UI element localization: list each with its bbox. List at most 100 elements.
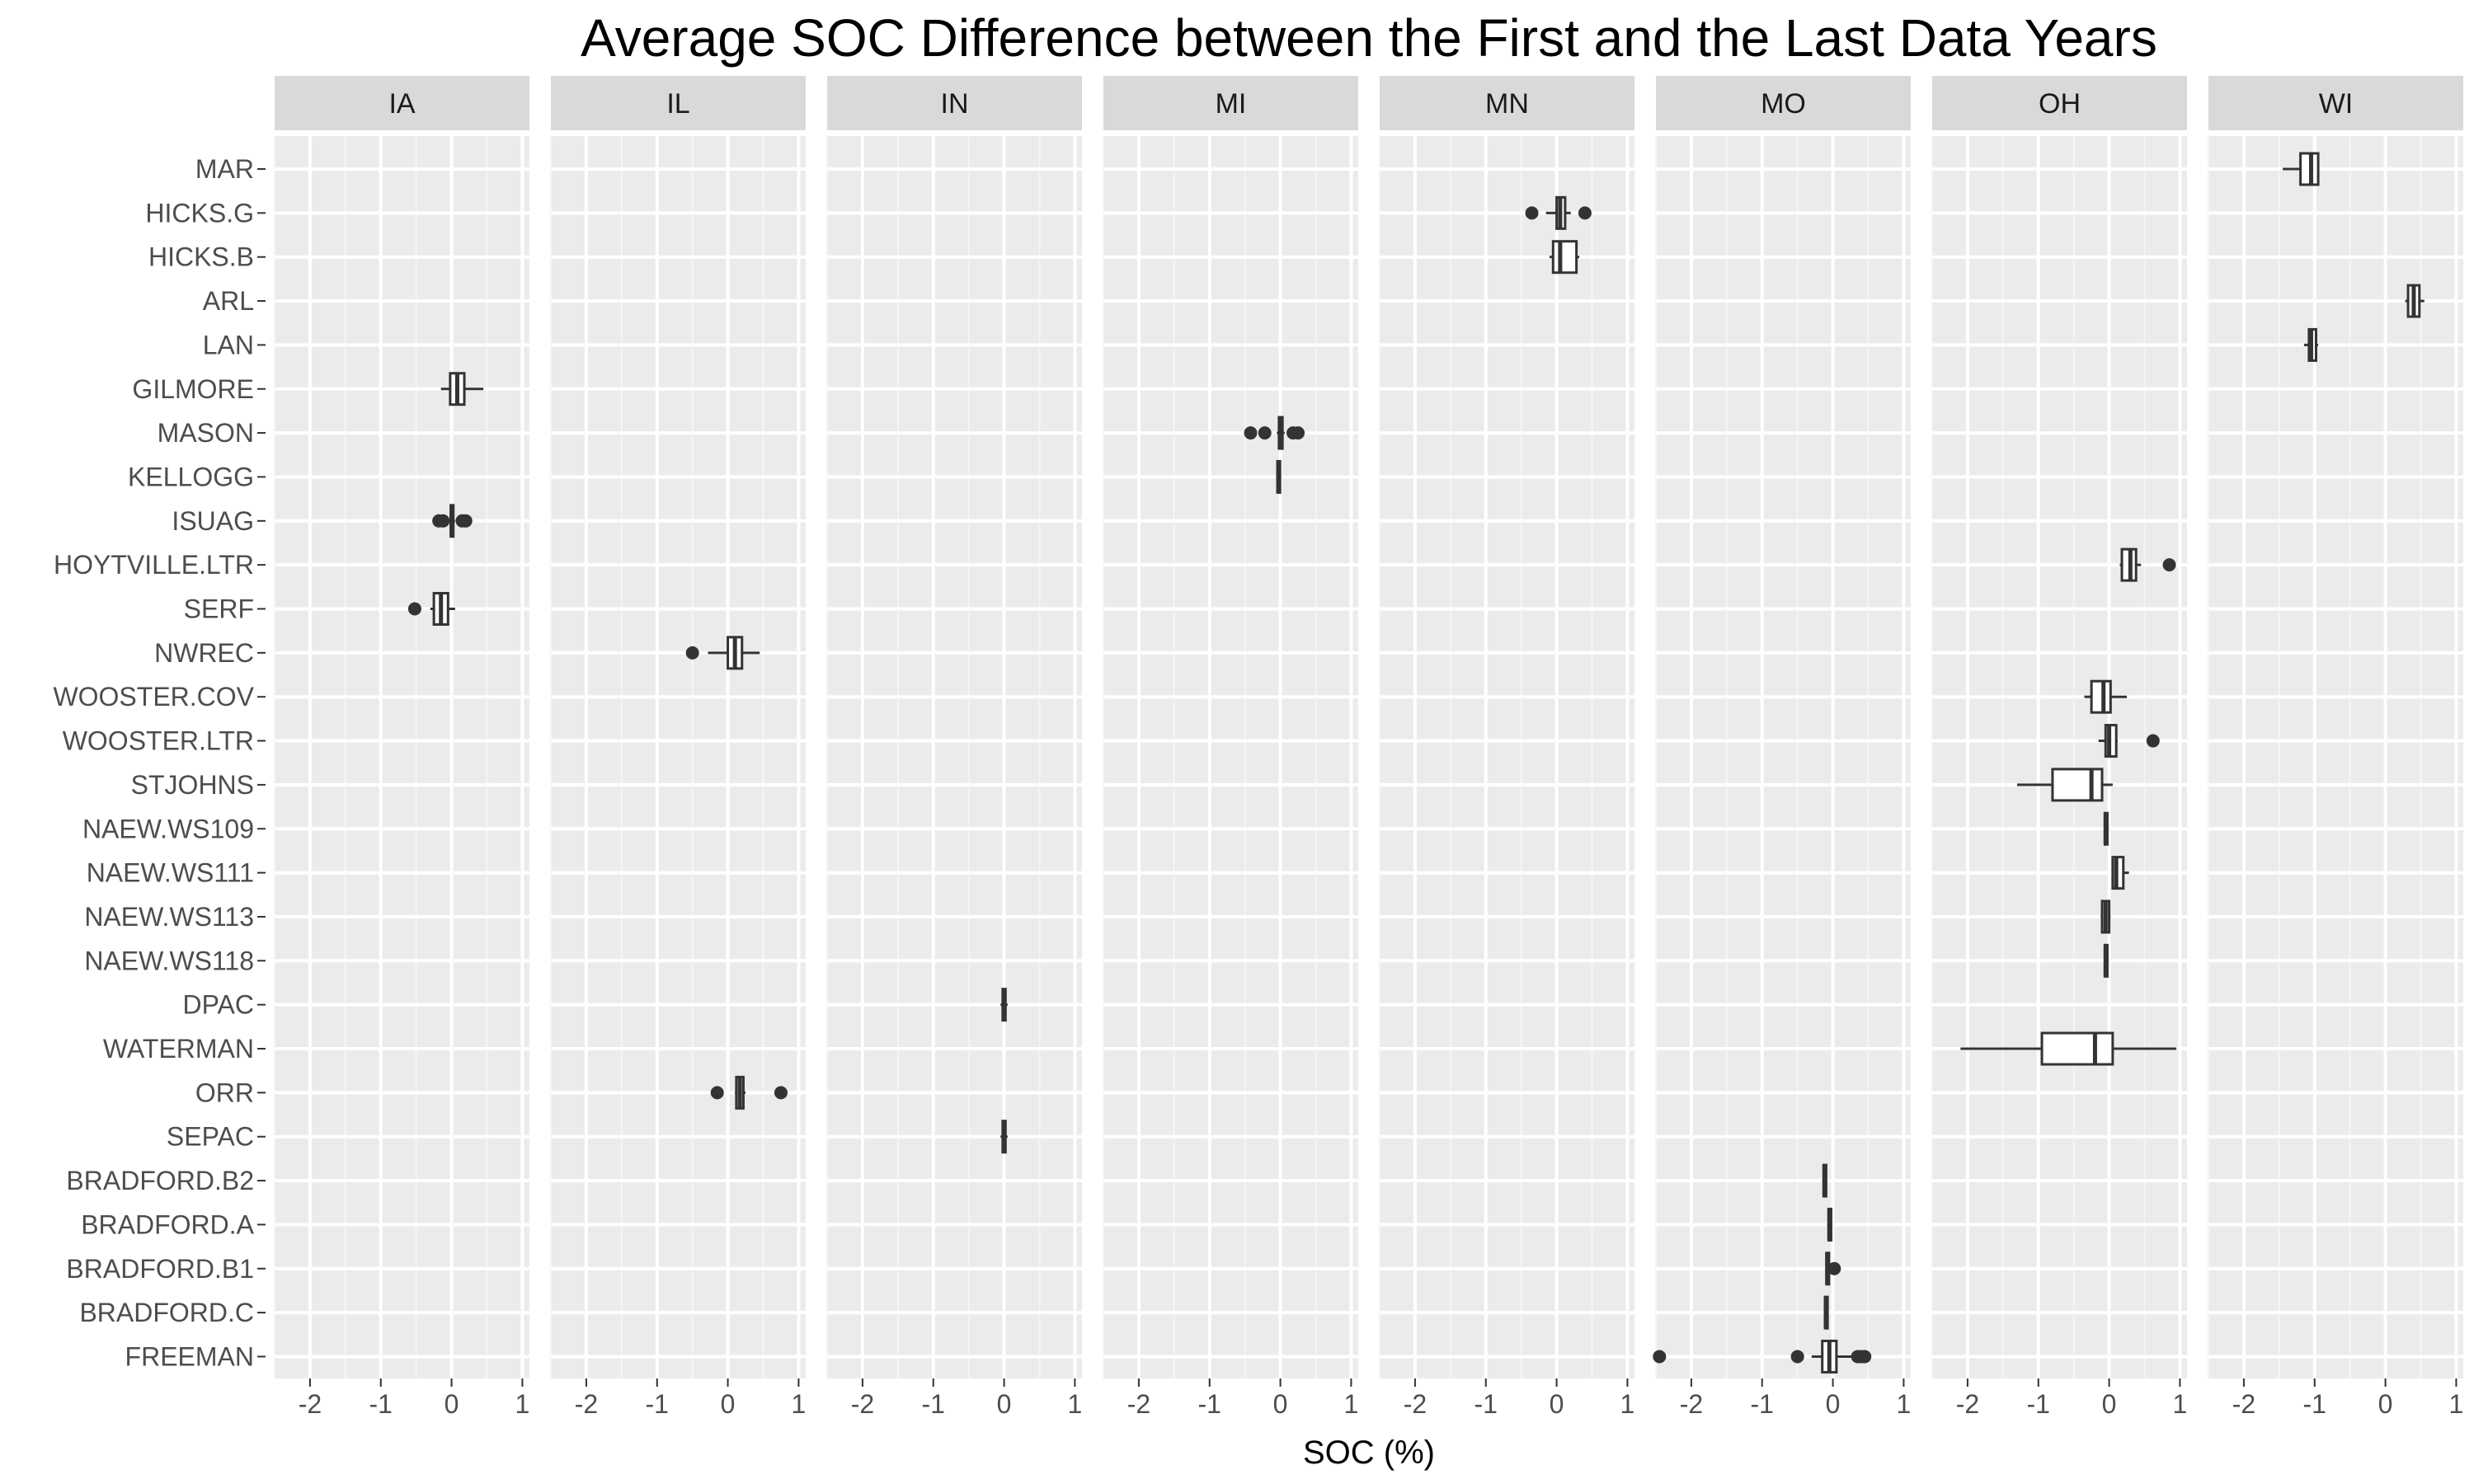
facet-strip-ia <box>275 76 529 130</box>
site-label-hicks-g: HICKS.G <box>145 198 254 228</box>
boxplot-oh-naew-ws109 <box>2103 811 2109 846</box>
boxplot-mn-hicks-g <box>1525 195 1592 230</box>
outlier-point <box>1790 1350 1804 1364</box>
facet-label-mn: MN <box>1485 88 1529 120</box>
site-label-isuag: ISUAG <box>172 506 254 536</box>
facet-panel-il <box>550 136 806 1378</box>
panel-background-ia <box>275 136 529 1378</box>
boxplot-oh-stjohns <box>2017 768 2113 802</box>
boxplot-mn-hicks-b <box>1550 240 1580 275</box>
facet-strip-mo <box>1656 76 1911 130</box>
boxplot-oh-naew-ws118 <box>2103 943 2109 978</box>
boxplot-wi-lan <box>2303 327 2319 362</box>
site-label-bradford-b2: BRADFORD.B2 <box>66 1166 254 1195</box>
outlier-point <box>1578 206 1592 220</box>
outlier-point <box>1858 1350 1872 1364</box>
facet-panel-mn <box>1379 136 1634 1378</box>
boxplot-il-nwrec <box>685 636 760 670</box>
x-tick-label: 1 <box>2173 1389 2188 1419</box>
facet-panel-oh <box>1931 136 2187 1378</box>
boxplot-in-sepac <box>1000 1120 1008 1154</box>
outlier-point <box>1525 206 1539 220</box>
facet-label-wi: WI <box>2319 88 2354 120</box>
site-label-arl: ARL <box>203 286 254 316</box>
site-label-waterman: WATERMAN <box>103 1034 254 1064</box>
boxplot-wi-mar <box>2283 152 2320 186</box>
outlier-point <box>1827 1261 1841 1275</box>
x-tick-label: -2 <box>299 1389 322 1419</box>
x-tick-label: 1 <box>515 1389 530 1419</box>
x-tick-label: 0 <box>2378 1389 2393 1419</box>
x-tick-label: 0 <box>1273 1389 1288 1419</box>
site-label-serf: SERF <box>184 594 254 624</box>
boxplot-oh-wooster-ltr <box>2098 724 2160 758</box>
outlier-point <box>459 514 473 528</box>
site-label-stjohns: STJOHNS <box>131 770 254 800</box>
facet-label-ia: IA <box>388 88 415 120</box>
x-tick-label: 1 <box>1344 1389 1359 1419</box>
x-tick-label: -1 <box>1198 1389 1221 1419</box>
facet-panel-ia <box>274 136 529 1378</box>
x-tick-label: 1 <box>1068 1389 1083 1419</box>
facet-strip-mn <box>1380 76 1634 130</box>
site-label-gilmore: GILMORE <box>132 374 254 404</box>
boxplot-oh-naew-ws111 <box>2111 856 2129 890</box>
outlier-point <box>774 1086 788 1100</box>
x-tick-label: -1 <box>922 1389 945 1419</box>
facet-strip-wi <box>2208 76 2463 130</box>
facet-label-il: IL <box>666 88 689 120</box>
boxplot-mo-bradford-b2 <box>1822 1163 1827 1198</box>
site-label-bradford-c: BRADFORD.C <box>79 1298 254 1327</box>
facet-strip-oh <box>1932 76 2187 130</box>
boxplot-mi-kellogg <box>1276 459 1282 494</box>
panel-background-mo <box>1656 136 1911 1378</box>
boxplot-mi-mason <box>1244 416 1305 450</box>
panel-background-il <box>551 136 806 1378</box>
site-label-wooster-cov: WOOSTER.COV <box>53 682 254 711</box>
outlier-point <box>1291 426 1305 440</box>
boxplot-il-orr <box>710 1075 788 1110</box>
site-label-kellogg: KELLOGG <box>128 462 254 491</box>
site-label-bradford-a: BRADFORD.A <box>81 1209 254 1239</box>
site-label-sepac: SEPAC <box>167 1122 254 1152</box>
x-tick-label: -1 <box>1751 1389 1774 1419</box>
panel-background-mi <box>1103 136 1358 1378</box>
x-tick-label: 0 <box>721 1389 736 1419</box>
site-label-hicks-b: HICKS.B <box>148 242 254 272</box>
x-axis-ticks: -2 -1 0 1 -2 -1 0 1 -2 -1 0 1 -2 -1 0 1 -2 -1 0 1 -2 -1 0 1 -2 -1… <box>299 1378 2464 1419</box>
x-tick-label: -2 <box>1404 1389 1427 1419</box>
facet-label-oh: OH <box>2039 88 2081 120</box>
boxplot-ia-isuag <box>432 504 473 538</box>
site-labels: MAR HICKS.G HICKS.B ARL LAN GILMORE MASON KELLO… <box>53 154 266 1371</box>
facet-strip-mi <box>1103 76 1358 130</box>
x-tick-label: -1 <box>369 1389 393 1419</box>
outlier-point <box>407 602 421 616</box>
x-tick-label: 1 <box>792 1389 807 1419</box>
x-tick-label: 0 <box>1550 1389 1564 1419</box>
x-tick-label: -1 <box>2027 1389 2050 1419</box>
boxplot-in-dpac <box>1000 988 1008 1022</box>
site-label-naew-ws118: NAEW.WS118 <box>84 946 254 975</box>
facet-panels <box>274 136 2463 1378</box>
x-tick-label: 1 <box>2449 1389 2464 1419</box>
facet-strips: IA IL IN MI MN MO OH WI <box>275 76 2463 130</box>
x-tick-label: -1 <box>2303 1389 2326 1419</box>
box-iqr <box>1551 240 1578 275</box>
box-iqr <box>2051 768 2104 802</box>
boxplot-oh-wooster-cov <box>2084 679 2128 714</box>
site-label-naew-ws113: NAEW.WS113 <box>84 902 254 932</box>
outlier-point <box>1244 426 1258 440</box>
panel-background-wi <box>2208 136 2463 1378</box>
x-tick-label: 0 <box>997 1389 1012 1419</box>
x-tick-label: 0 <box>2102 1389 2117 1419</box>
boxplot-mo-freeman <box>1653 1339 1872 1374</box>
facet-strip-il <box>551 76 806 130</box>
x-tick-label: -1 <box>646 1389 669 1419</box>
boxplot-mo-bradford-c <box>1823 1295 1829 1330</box>
panel-background-in <box>827 136 1082 1378</box>
boxplot-wi-arl <box>2405 284 2425 318</box>
facet-panel-mi <box>1103 136 1358 1378</box>
x-tick-label: -2 <box>1956 1389 1979 1419</box>
outlier-point <box>2162 558 2176 572</box>
x-tick-label: -2 <box>575 1389 598 1419</box>
